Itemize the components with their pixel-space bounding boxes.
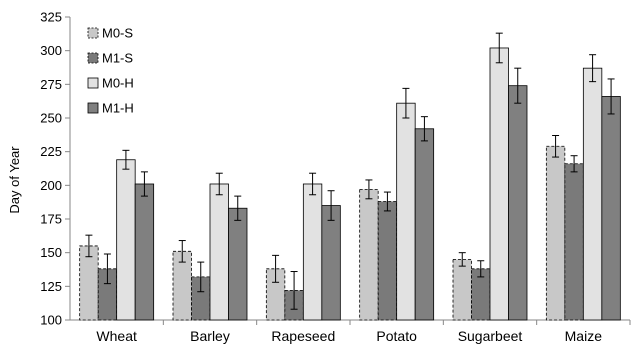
legend-swatch-m1-h [87, 102, 99, 114]
y-tick-label: 200 [40, 178, 62, 193]
bar-m0-h-barley [209, 183, 229, 321]
y-tick-label: 225 [40, 144, 62, 159]
bar-m0-h-wheat [116, 159, 136, 321]
bar-m1-s-wheat [97, 268, 118, 321]
legend-label-m1-h: M1-H [102, 101, 134, 116]
bar-m0-s-maize [545, 145, 566, 321]
y-tick-label: 325 [40, 10, 62, 25]
y-tick-label: 150 [40, 245, 62, 260]
bar-m1-h-sugarbeet [508, 85, 528, 321]
bar-m1-h-rapeseed [321, 205, 341, 321]
legend-swatch-m0-s [87, 27, 99, 39]
y-tick-label: 250 [40, 111, 62, 126]
bar-m0-s-sugarbeet [452, 258, 472, 321]
bar-m0-h-sugarbeet [489, 47, 509, 321]
x-category-label: Sugarbeet [458, 328, 523, 344]
bar-m1-h-potato [414, 128, 435, 321]
bar-m0-h-maize [582, 67, 603, 321]
bar-m0-h-rapeseed [302, 183, 323, 321]
y-tick-label: 275 [40, 77, 62, 92]
bar-m1-h-barley [228, 207, 248, 321]
y-axis-title: Day of Year [7, 146, 22, 214]
y-tick-label: 100 [40, 313, 62, 328]
axes: 100 125 150 175 200 225 250 275 300 325 Wheat Barle… [40, 10, 631, 344]
bar-m0-s-potato [359, 188, 379, 321]
bar-m0-h-potato [396, 102, 416, 321]
legend-swatch-m1-s [87, 52, 99, 64]
x-category-label: Potato [376, 328, 417, 344]
y-tick-label: 300 [40, 43, 62, 58]
bar-m1-h-maize [601, 96, 621, 321]
bar-m1-s-sugarbeet [471, 268, 491, 321]
x-category-label: Maize [565, 328, 603, 344]
bars-layer [79, 32, 621, 321]
y-tick-label: 125 [40, 279, 62, 294]
legend-swatch-m0-h [87, 77, 99, 89]
legend-label-m1-s: M1-S [102, 51, 133, 66]
bar-m1-s-potato [377, 201, 398, 321]
legend-label-m0-h: M0-H [102, 76, 134, 91]
legend-label-m0-s: M0-S [102, 26, 133, 41]
x-category-label: Barley [190, 328, 230, 344]
y-tick-label: 175 [40, 212, 62, 227]
x-category-label: Rapeseed [271, 328, 335, 344]
legend: M0-S M1-S M0-H M1-H [87, 26, 134, 116]
bar-m1-s-maize [564, 163, 584, 321]
x-category-label: Wheat [96, 328, 137, 344]
bar-m1-h-wheat [134, 183, 155, 321]
bar-m0-s-rapeseed [265, 268, 286, 321]
